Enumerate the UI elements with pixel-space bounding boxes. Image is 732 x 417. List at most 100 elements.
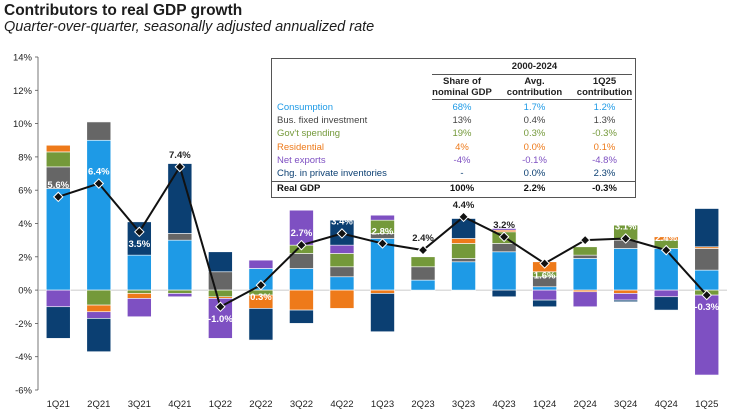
- gdp-data-label: 7.4%: [169, 150, 191, 161]
- table-cell: 0.0%: [523, 141, 546, 153]
- x-tick-label: 3Q24: [614, 399, 637, 410]
- bar-net_exports: [572, 291, 598, 308]
- gdp-data-label: 3.1%: [615, 221, 637, 232]
- bar-consumption: [329, 276, 355, 291]
- table-cell: 19%: [452, 128, 472, 140]
- table-cell: 100%: [449, 183, 475, 195]
- gdp-data-label: 2.8%: [372, 226, 394, 237]
- x-tick-label: 2Q22: [249, 399, 272, 410]
- table-column-header: Avg.: [524, 76, 545, 87]
- bar-bus_fixed_investment: [167, 233, 193, 241]
- gdp-data-label: 3.5%: [128, 239, 150, 250]
- table-row: Net exports -4% -0.1% -4.8%: [272, 155, 635, 167]
- bar-bus_fixed_investment: [451, 258, 476, 263]
- table-cell: -4.8%: [592, 154, 617, 166]
- bar-govt_spending: [410, 256, 436, 268]
- gdp-data-label: 3.2%: [493, 220, 515, 231]
- x-tick-label: 1Q24: [533, 399, 556, 410]
- table-cell: 2.3%: [593, 168, 616, 179]
- table-row: Chg. in private inventories - 0.0% 2.3%: [272, 168, 635, 180]
- table-period-rule: [432, 74, 632, 75]
- table-cell: 13%: [452, 115, 472, 127]
- x-tick-label: 4Q24: [655, 399, 678, 410]
- bar-inventories: [613, 299, 638, 303]
- table-cell: 1.3%: [593, 115, 616, 127]
- table-row-label: Bus. fixed investment: [277, 115, 368, 127]
- bar-residential: [329, 289, 355, 309]
- real-gdp-marker: [336, 228, 348, 239]
- x-tick-label: 4Q23: [492, 399, 515, 410]
- real-gdp-marker: [215, 301, 226, 313]
- table-cell: -: [460, 168, 464, 179]
- x-tick-label: 2Q23: [411, 399, 434, 410]
- y-tick-label: -4%: [15, 352, 32, 363]
- bar-inventories: [86, 318, 112, 353]
- table-header-rule: [432, 99, 632, 100]
- bar-consumption: [451, 261, 476, 291]
- x-tick-label: 1Q22: [209, 399, 232, 410]
- table-row: Residential 4% 0.0% 0.1%: [272, 142, 635, 154]
- x-tick-label: 3Q22: [290, 399, 313, 410]
- bar-net_exports: [370, 214, 395, 221]
- bar-bus_fixed_investment: [410, 266, 436, 281]
- gdp-data-label: -0.3%: [694, 302, 719, 313]
- table-period-label: 2000-2024: [511, 61, 558, 72]
- bar-residential: [289, 289, 314, 311]
- x-tick-label: 2Q24: [574, 399, 597, 410]
- chart-title: Contributors to real GDP growth: [4, 2, 243, 19]
- real-gdp-marker: [620, 233, 631, 244]
- y-tick-label: 2%: [18, 252, 32, 263]
- table-cell: -0.3%: [592, 128, 617, 140]
- gdp-data-label: 1.6%: [534, 270, 556, 281]
- table-cell: 4%: [455, 141, 469, 153]
- bar-net_exports: [613, 293, 638, 301]
- gdp-data-label: 3.0%: [574, 223, 596, 234]
- table-row-label: Residential: [277, 141, 324, 153]
- x-tick-label: 1Q23: [371, 399, 394, 410]
- table-column-header: nominal GDP: [432, 87, 492, 98]
- bar-consumption: [45, 188, 71, 291]
- real-gdp-marker: [458, 211, 469, 223]
- x-tick-label: 4Q22: [330, 399, 353, 410]
- gdp-data-label: 0.3%: [250, 292, 272, 303]
- y-tick-label: 6%: [18, 186, 32, 197]
- y-tick-label: 12%: [13, 86, 33, 97]
- bar-bus_fixed_investment: [86, 121, 112, 141]
- bar-net_exports: [167, 293, 193, 298]
- table-cell: 0.3%: [523, 128, 546, 140]
- chart-subtitle: Quarter-over-quarter, seasonally adjuste…: [4, 19, 375, 35]
- table-row-label: Gov't spending: [277, 128, 341, 140]
- table-row-label: Net exports: [277, 154, 326, 166]
- bar-inventories: [491, 289, 517, 298]
- table-total-rule: [272, 181, 635, 183]
- bar-inventories: [248, 308, 274, 341]
- table-cell: 0.4%: [523, 115, 546, 127]
- bar-consumption: [572, 258, 598, 291]
- table-cell: -0.1%: [522, 154, 547, 166]
- table-row-label: Consumption: [277, 102, 333, 113]
- real-gdp-marker: [52, 191, 64, 203]
- bar-consumption: [127, 254, 152, 291]
- bar-residential: [451, 238, 476, 244]
- table-row: Consumption 68% 1.7% 1.2%: [272, 102, 635, 114]
- bar-net_exports: [86, 311, 112, 319]
- gdp-data-label: 6.4%: [88, 167, 110, 178]
- table-column-header: Share of: [442, 76, 481, 87]
- bar-govt_spending: [127, 289, 152, 294]
- bar-govt_spending: [572, 246, 598, 256]
- bar-residential: [86, 304, 112, 313]
- table-column-headers: Share of Avg. 1Q25: [272, 76, 635, 88]
- table-cell: -0.3%: [592, 183, 617, 195]
- table-cell: 0.1%: [593, 141, 616, 153]
- bar-govt_spending: [167, 289, 193, 294]
- bar-net_exports: [329, 244, 355, 254]
- bar-consumption: [613, 248, 638, 291]
- bar-net_exports: [491, 228, 517, 231]
- table-period-header: 2000-2024: [272, 61, 635, 73]
- x-tick-label: 1Q25: [695, 399, 718, 410]
- real-gdp-marker: [134, 226, 145, 238]
- table-cell: 0.0%: [523, 168, 546, 179]
- y-tick-label: 0%: [18, 286, 32, 297]
- bar-govt_spending: [86, 289, 112, 306]
